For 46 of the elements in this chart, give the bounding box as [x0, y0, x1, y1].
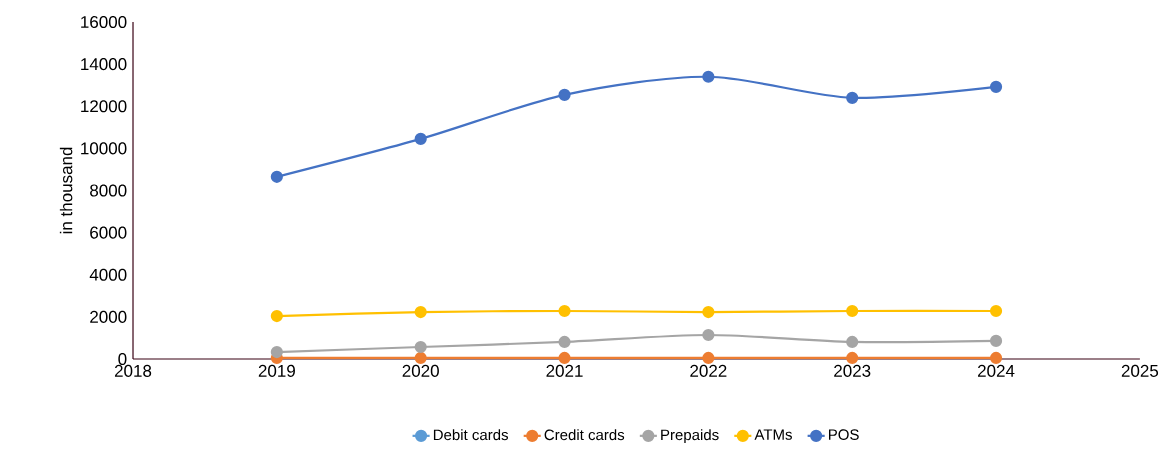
legend-label: Debit cards	[433, 429, 508, 441]
x-tick-label: 2019	[258, 364, 295, 377]
point	[270, 309, 283, 323]
legend-label: Prepaids	[661, 429, 719, 444]
x-tick-label: 2021	[546, 364, 583, 377]
point	[414, 305, 427, 319]
point	[989, 351, 1003, 365]
y-axis-title: in thousand	[59, 147, 73, 234]
x-tick-label: 2024	[978, 364, 1015, 377]
y-tick-label: 4000	[89, 268, 127, 281]
point	[846, 304, 859, 318]
y-tick-label: 6000	[90, 226, 127, 239]
legend-label: POS	[829, 429, 859, 440]
point	[702, 305, 715, 319]
x-tick-label: 2022	[690, 364, 727, 377]
y-tick-label: 10000	[81, 142, 127, 155]
point	[414, 351, 427, 365]
x-tick-label: 2018	[114, 364, 152, 377]
y-tick-label: 14000	[81, 58, 127, 71]
x-tick-label: 2025	[1121, 364, 1159, 377]
legend-label: ATMs	[754, 429, 792, 440]
point	[414, 340, 427, 354]
legend-label: Credit cards	[544, 429, 625, 441]
y-tick-label: 8000	[90, 184, 127, 197]
point	[414, 132, 427, 145]
point	[702, 328, 715, 342]
y-tick-label: 0	[118, 352, 127, 366]
x-tick-label: 2020	[402, 364, 439, 377]
point	[558, 351, 571, 365]
point	[702, 351, 715, 365]
point	[270, 170, 283, 183]
point	[989, 80, 1003, 93]
y-tick-label: 16000	[81, 15, 127, 29]
x-tick-label: 2023	[834, 364, 871, 377]
point	[558, 304, 571, 318]
point	[989, 304, 1003, 318]
y-tick-label: 2000	[90, 310, 127, 323]
point	[846, 91, 859, 104]
y-tick-label: 12000	[81, 100, 127, 113]
point	[558, 335, 571, 349]
point	[989, 334, 1003, 347]
point	[270, 345, 283, 359]
point	[558, 88, 571, 101]
point	[702, 70, 715, 83]
point	[846, 335, 859, 349]
point	[846, 351, 859, 365]
